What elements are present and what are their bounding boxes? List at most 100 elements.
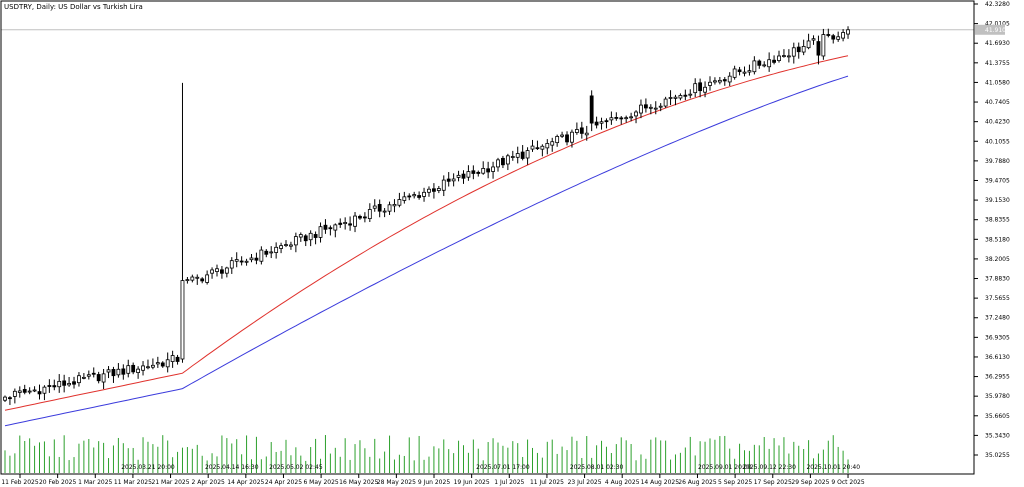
candle-body-down xyxy=(111,369,116,377)
price-tick-label: 36.6130 xyxy=(985,354,1010,361)
candle-body-up xyxy=(67,383,71,386)
candle xyxy=(12,388,17,404)
candle-body-up xyxy=(703,86,707,93)
candle xyxy=(791,42,796,64)
date-tick-label: 26 Aug 2025 xyxy=(678,479,717,486)
candle-body-up xyxy=(136,368,141,373)
candle xyxy=(160,361,165,368)
date-tick-label: 9 Oct 2025 xyxy=(831,479,864,486)
candle-body-up xyxy=(116,368,121,376)
date-tick-label: 2 Apr 2025 xyxy=(192,479,225,486)
candle xyxy=(737,66,742,76)
date-tick-label: 20 Feb 2025 xyxy=(39,479,77,486)
date-tick-label: 24 Apr 2025 xyxy=(265,479,302,486)
candle xyxy=(688,89,693,99)
candle-body-up xyxy=(42,386,47,394)
separator-label: 2025.08.01 02:30 xyxy=(570,464,624,471)
period-separator-labels: 2025.03.21 20:00 2025.04.14 16:30 2025.05.… xyxy=(121,464,860,471)
candle-body-down xyxy=(698,82,703,92)
candle xyxy=(752,56,757,75)
candle-body-up xyxy=(505,155,510,165)
candle xyxy=(609,111,614,125)
candle xyxy=(446,172,451,187)
candle-body-up xyxy=(530,145,535,150)
candle xyxy=(801,39,806,56)
candle xyxy=(663,96,668,108)
candle-body-up xyxy=(846,29,850,35)
candle-body-down xyxy=(619,117,624,120)
candle xyxy=(846,26,850,39)
candle xyxy=(91,367,96,378)
candle xyxy=(62,374,67,393)
candle xyxy=(767,52,772,72)
moving-average-red xyxy=(4,55,849,411)
candle-body-down xyxy=(796,46,801,53)
candle xyxy=(841,29,845,42)
candle-body-up xyxy=(205,274,210,283)
candle xyxy=(111,366,116,383)
separator-label: 2025.10.01 20:40 xyxy=(806,464,860,471)
candle-body-down xyxy=(37,391,42,395)
candle-body-down xyxy=(816,41,821,56)
candle-body-up xyxy=(658,105,663,108)
candle-body-up xyxy=(259,249,264,262)
candle-body-up xyxy=(456,174,461,178)
candle-body-down xyxy=(323,224,328,230)
candle xyxy=(796,42,801,59)
candle xyxy=(121,364,126,380)
moving-average-blue xyxy=(4,75,849,427)
chart-title: USDTRY, Daily: US Dollar vs Turkish Lira xyxy=(4,3,143,11)
separator-label: 2025.05.02 02:45 xyxy=(269,464,323,471)
candle-body-up xyxy=(412,194,417,197)
candle-body-up xyxy=(510,156,515,158)
candle-body-up xyxy=(215,268,219,272)
candle xyxy=(678,93,683,101)
candle-body-up xyxy=(742,71,747,74)
candle-body-down xyxy=(47,385,52,387)
candle xyxy=(27,387,32,395)
candle xyxy=(570,129,574,148)
candle-body-up xyxy=(609,117,614,121)
candle xyxy=(407,193,412,201)
candle-body-up xyxy=(224,267,229,274)
candle-body-down xyxy=(8,397,12,400)
candle xyxy=(811,35,816,45)
candle xyxy=(441,175,446,197)
candle-body-down xyxy=(254,257,259,261)
time-axis: 11 Feb 2025 20 Feb 2025 1 Mar 2025 11 Mar 2… xyxy=(1,474,865,486)
candle xyxy=(619,116,624,125)
separator-label: 2025.09.01 20:00 xyxy=(698,464,752,471)
candle-body-up xyxy=(708,81,712,86)
candle xyxy=(274,242,279,259)
candle xyxy=(584,125,589,141)
price-tick-label: 35.0255 xyxy=(985,452,1010,459)
candle-body-up xyxy=(57,380,62,388)
candle-body-up xyxy=(688,93,693,96)
candle xyxy=(195,274,200,285)
candle xyxy=(545,139,550,155)
candle xyxy=(703,81,707,98)
current-price-tag: 41.9105 xyxy=(975,24,1010,35)
candle xyxy=(298,232,303,242)
candle xyxy=(560,131,564,138)
candle xyxy=(836,31,841,42)
candle-body-up xyxy=(496,159,500,168)
candle-body-down xyxy=(358,215,362,219)
candle xyxy=(8,396,12,405)
candle-body-up xyxy=(279,245,283,249)
volume-histogram xyxy=(4,435,849,473)
candle xyxy=(244,258,249,266)
candle xyxy=(67,376,71,387)
price-tick-label: 41.6930 xyxy=(985,40,1010,47)
candle-body-up xyxy=(106,369,111,373)
candle-body-up xyxy=(308,232,313,241)
candle-body-up xyxy=(249,257,254,261)
candle xyxy=(220,266,224,279)
separator-label: 2025.07.01 17:00 xyxy=(476,464,530,471)
candle-body-up xyxy=(767,59,772,68)
candle xyxy=(289,241,293,250)
candle xyxy=(629,112,634,122)
candle xyxy=(141,361,145,376)
